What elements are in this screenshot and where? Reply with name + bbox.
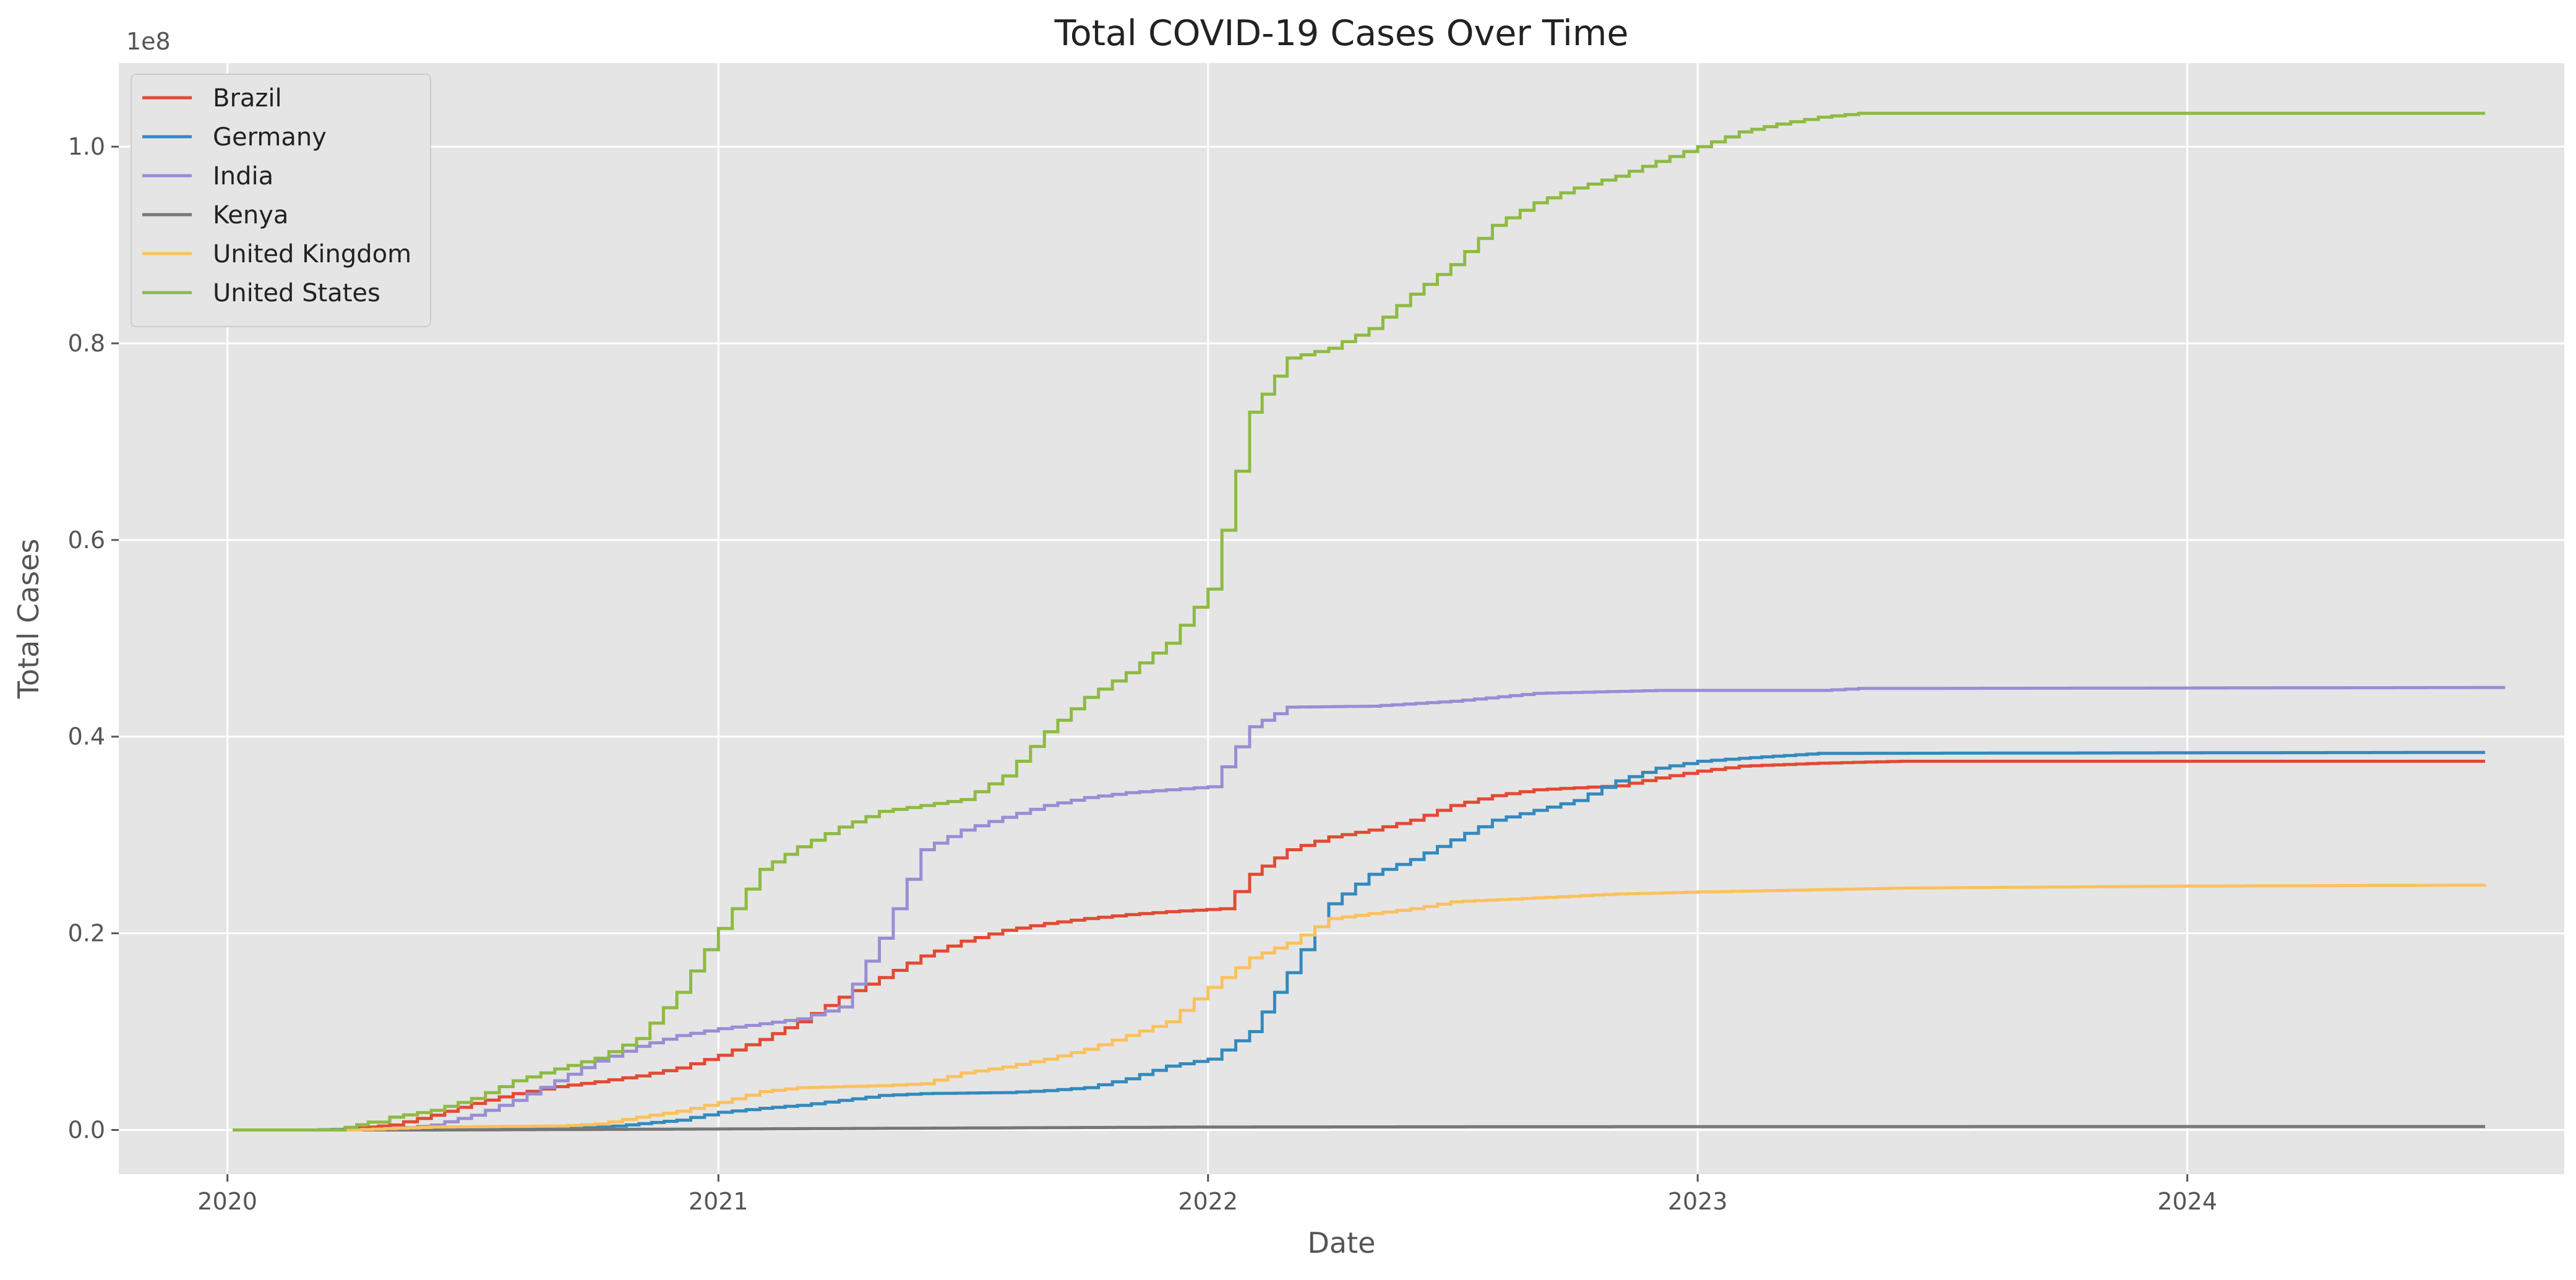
y-axis-offset-label: 1e8	[126, 28, 171, 55]
x-tick-label: 2024	[2157, 1188, 2217, 1215]
x-axis-label: Date	[1308, 1226, 1376, 1260]
y-tick-label: 0.4	[68, 723, 105, 750]
chart-legend: Brazil Germany India Kenya United Kingdom Uni…	[131, 74, 431, 327]
legend-frame	[131, 74, 431, 327]
y-tick-label: 0.6	[68, 526, 105, 554]
y-tick-label: 0.2	[68, 920, 105, 947]
legend-label: Brazil	[213, 84, 282, 113]
legend-label: United Kingdom	[213, 240, 411, 268]
y-tick-label: 0.8	[68, 330, 105, 357]
series-lines	[233, 111, 2505, 1132]
x-tick-label: 2022	[1178, 1188, 1238, 1215]
x-tick-label: 2021	[689, 1188, 749, 1215]
series-line-india	[233, 685, 2505, 1132]
plot-area	[119, 63, 2564, 1174]
x-tick-label: 2023	[1668, 1188, 1728, 1215]
axis-ticks: 2020 2021 2022 2023 2024 0.0 0.2 0.4 0.6 0.8 1.0	[68, 133, 2217, 1215]
series-line-kenya	[233, 1125, 2486, 1132]
y-tick-label: 1.0	[68, 133, 105, 160]
legend-label: Germany	[213, 123, 327, 152]
y-tick-label: 0.0	[68, 1116, 105, 1143]
series-line-germany	[233, 750, 2486, 1132]
legend-label: India	[213, 162, 273, 191]
series-line-united-states	[233, 111, 2486, 1132]
x-tick-label: 2020	[197, 1188, 257, 1215]
legend-label: Kenya	[213, 201, 288, 230]
series-line-united-kingdom	[233, 883, 2487, 1132]
y-axis-label: Total Cases	[12, 539, 45, 700]
chart-title: Total COVID-19 Cases Over Time	[1054, 13, 1629, 54]
series-line-brazil	[233, 760, 2486, 1132]
legend-label: United States	[213, 279, 380, 307]
